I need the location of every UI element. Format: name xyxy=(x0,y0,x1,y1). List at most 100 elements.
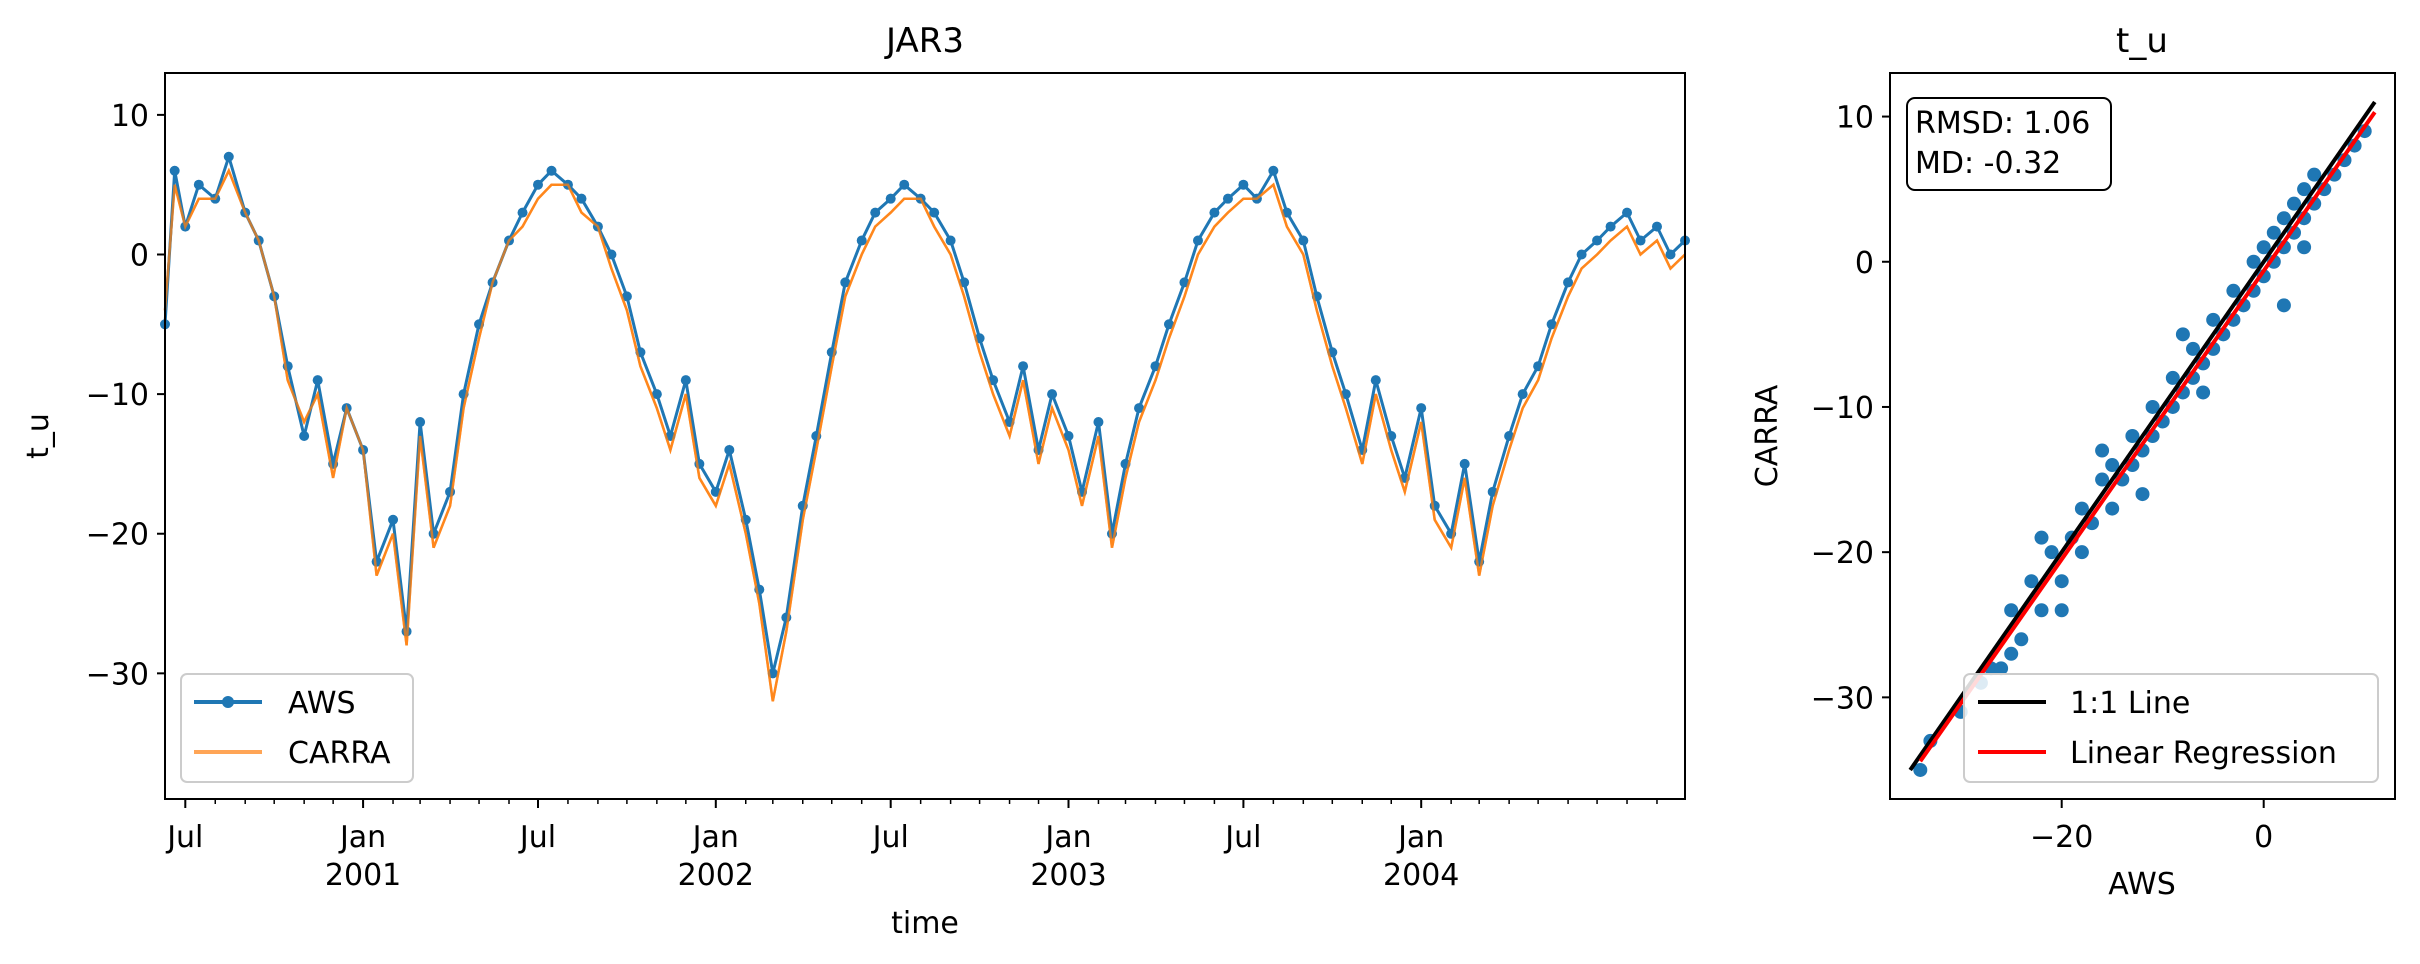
aws-point xyxy=(1134,403,1145,414)
scatter-point xyxy=(2024,574,2039,589)
time-series-y-axis-label: t_u xyxy=(21,413,56,459)
aws-point xyxy=(1546,319,1557,330)
time-series-frame xyxy=(164,72,1686,800)
aws-point xyxy=(1416,403,1427,414)
aws-point xyxy=(1268,165,1279,176)
scatter-point xyxy=(2004,603,2019,618)
y-tick-label: −10 xyxy=(1811,391,1874,426)
aws-point xyxy=(312,375,323,386)
aws-point xyxy=(223,151,234,162)
aws-point xyxy=(1222,193,1233,204)
stats-rmsd: RMSD: 1.06 xyxy=(1915,106,2090,141)
scatter-point xyxy=(1913,762,1928,777)
y-tick-label: 10 xyxy=(1836,101,1874,136)
y-tick-label: −20 xyxy=(1811,536,1874,571)
aws-point xyxy=(1093,417,1104,428)
scatter-point xyxy=(2276,211,2291,226)
aws-point xyxy=(724,444,735,455)
scatter-point xyxy=(2054,574,2069,589)
scatter-point xyxy=(2297,240,2312,255)
legend-one-to-one-label: 1:1 Line xyxy=(2070,686,2190,721)
stats-box: RMSD: 1.06 MD: -0.32 xyxy=(1906,97,2112,191)
aws-point xyxy=(299,431,310,441)
aws-point xyxy=(1651,221,1662,232)
time-series-title: JAR3 xyxy=(884,21,964,61)
aws-point xyxy=(1459,458,1470,469)
aws-point xyxy=(193,179,204,190)
scatter-title: t_u xyxy=(2116,21,2168,61)
aws-point xyxy=(1592,235,1603,246)
aws-point xyxy=(415,417,426,428)
scatter-point xyxy=(2095,472,2110,487)
scatter-point xyxy=(2044,545,2059,560)
scatter-point xyxy=(2246,254,2261,269)
aws-point xyxy=(1238,179,1249,190)
x-tick-label: Jul xyxy=(1223,820,1261,855)
x-tick-year-label: 2001 xyxy=(325,858,401,893)
aws-point xyxy=(517,207,528,218)
scatter-point xyxy=(2226,283,2241,298)
scatter-point xyxy=(2095,443,2110,458)
x-tick-label: Jul xyxy=(165,820,203,855)
aws-point xyxy=(532,179,543,190)
aws-point xyxy=(1209,207,1220,218)
y-tick-label: −20 xyxy=(86,518,149,553)
aws-point xyxy=(1018,361,1029,372)
legend-aws-label: AWS xyxy=(288,686,356,721)
aws-point xyxy=(1047,389,1058,400)
x-tick-year-label: 2004 xyxy=(1383,858,1459,893)
scatter-x-axis-label: AWS xyxy=(2108,867,2176,902)
y-tick-label: −30 xyxy=(86,657,149,692)
aws-point xyxy=(1563,277,1574,288)
aws-point xyxy=(576,193,587,204)
scatter-y-axis-label: CARRA xyxy=(1750,384,1785,487)
aws-point xyxy=(1192,235,1203,246)
aws-point xyxy=(1605,221,1616,232)
aws-point xyxy=(1635,235,1646,246)
time-series-legend: AWS CARRA xyxy=(180,673,414,783)
x-tick-year-label: 2003 xyxy=(1030,858,1106,893)
series-line-aws xyxy=(163,151,1687,674)
scatter-y-ticks: 10 0 −10 −20 −30 xyxy=(1811,101,1890,716)
x-tick-label: 0 xyxy=(2254,820,2273,855)
aws-point xyxy=(840,277,851,288)
series-line-carra xyxy=(163,167,1686,702)
stats-box-frame xyxy=(1906,97,2112,191)
scatter-point xyxy=(2034,530,2049,545)
scatter-point xyxy=(2074,501,2089,516)
aws-point xyxy=(680,375,691,386)
scatter-point xyxy=(2297,182,2312,197)
scatter-chart: t_u 10 0 −10 −20 −30 −20 0 CARRA AWS RMSD: 1.… xyxy=(1750,21,2396,902)
y-tick-label: −30 xyxy=(1811,681,1874,716)
y-tick-label: 0 xyxy=(1855,246,1874,281)
scatter-frame xyxy=(1889,72,2396,800)
y-tick-label: 0 xyxy=(130,239,149,274)
x-tick-label: Jan xyxy=(1043,820,1091,855)
x-tick-label: Jul xyxy=(871,820,909,855)
scatter-point xyxy=(2175,327,2190,342)
aws-point xyxy=(1370,375,1381,386)
aws-point xyxy=(945,235,956,246)
x-tick-label: Jan xyxy=(1396,820,1444,855)
scatter-point xyxy=(2004,646,2019,661)
aws-point xyxy=(1063,431,1074,441)
aws-point xyxy=(929,207,940,218)
scatter-point xyxy=(2165,370,2180,385)
regression-line xyxy=(1918,111,2377,763)
scatter-point xyxy=(2276,298,2291,313)
scatter-legend: 1:1 Line Linear Regression xyxy=(1963,673,2379,783)
aws-point xyxy=(1622,207,1633,218)
scatter-data xyxy=(1908,100,2377,777)
scatter-point xyxy=(2054,603,2069,618)
one-to-one-line xyxy=(1908,100,2377,772)
scatter-point xyxy=(2014,632,2029,647)
scatter-point xyxy=(2196,385,2211,400)
scatter-point xyxy=(2135,487,2150,502)
aws-point xyxy=(1163,319,1174,330)
time-series-data xyxy=(160,151,1690,702)
aws-point xyxy=(885,193,896,204)
legend-carra-label: CARRA xyxy=(288,736,391,771)
scatter-point xyxy=(2034,603,2049,618)
aws-point xyxy=(856,235,867,246)
